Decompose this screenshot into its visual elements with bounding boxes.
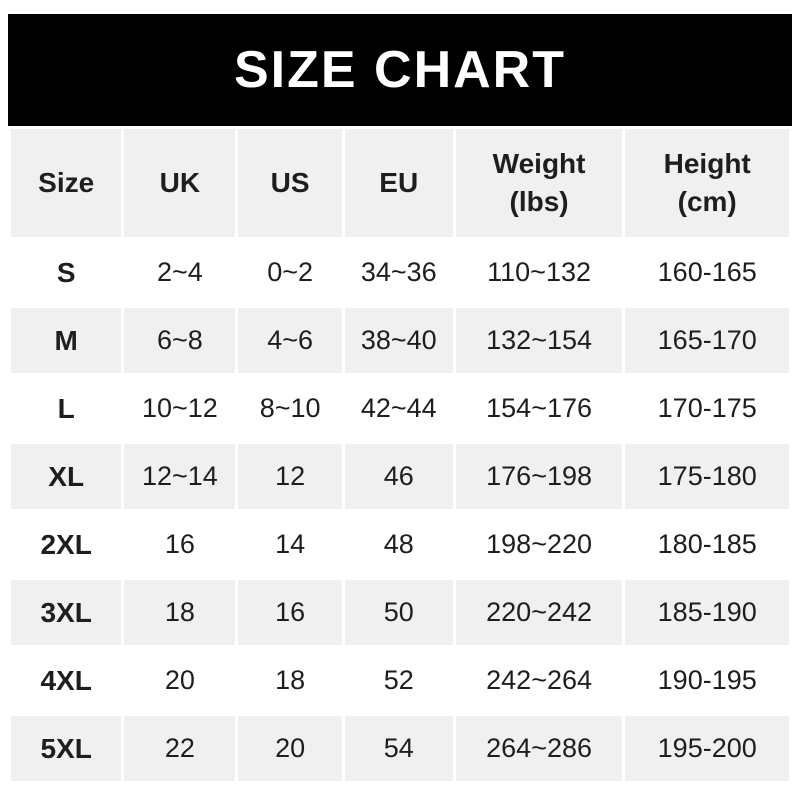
table-row-2xl: 2XL 16 14 48 198~220 180-185 (11, 512, 789, 577)
table-row-m: M 6~8 4~6 38~40 132~154 165-170 (11, 308, 789, 373)
table-cell: 195-200 (625, 716, 789, 781)
table-cell: 10~12 (141, 393, 218, 423)
table-cell: 165-170 (625, 308, 789, 373)
table-row-4xl: 4XL 20 18 52 242~264 190-195 (11, 648, 789, 713)
table-cell: 34~36 (360, 257, 437, 287)
table-row-s: S 2~4 0~2 34~36 110~132 160-165 (11, 240, 789, 305)
column-header-height: Height (cm) (625, 129, 789, 237)
table-cell: 38~40 (344, 308, 453, 373)
table-cell: S (56, 256, 76, 288)
table-cell: 242~264 (486, 665, 593, 695)
table-row-3xl: 3XL 18 16 50 220~242 185-190 (11, 580, 789, 645)
table-row-xl: XL 12~14 12 46 176~198 175-180 (11, 444, 789, 509)
column-header-eu: EU (344, 129, 453, 237)
table-cell: 20 (238, 716, 342, 781)
table-cell: 52 (383, 665, 414, 695)
table-cell: 22 (124, 716, 236, 781)
table-cell: 50 (344, 580, 453, 645)
table-cell: 220~242 (455, 580, 623, 645)
table-cell: 185-190 (625, 580, 789, 645)
table-cell: 6~8 (124, 308, 236, 373)
table-cell: 2~4 (157, 257, 203, 287)
column-header-size: Size (11, 129, 122, 237)
table-cell: 12 (238, 444, 342, 509)
table-cell: 18 (275, 665, 306, 695)
table-cell: 0~2 (267, 257, 314, 287)
table-cell: 176~198 (455, 444, 623, 509)
table-cell: 18 (124, 580, 236, 645)
table-cell: 14 (275, 529, 306, 559)
table-row-l: L 10~12 8~10 42~44 154~176 170-175 (11, 376, 789, 441)
table-cell: 4~6 (238, 308, 342, 373)
header-row: Size UK US EU Weight (lbs) Height (cm) (11, 129, 789, 237)
table-cell: 198~220 (486, 529, 593, 559)
table-row-5xl: 5XL 22 20 54 264~286 195-200 (11, 716, 789, 781)
column-header-us: US (238, 129, 342, 237)
table-cell: 54 (344, 716, 453, 781)
table-cell: 8~10 (259, 393, 321, 423)
column-header-uk: UK (124, 129, 236, 237)
table-cell: M (11, 308, 122, 373)
table-cell: 132~154 (455, 308, 623, 373)
table-cell: 12~14 (124, 444, 236, 509)
size-chart-table: Size UK US EU Weight (lbs) Height (cm) S… (8, 126, 792, 784)
table-cell: 20 (164, 665, 195, 695)
table-cell: L (57, 392, 75, 424)
table-cell: 5XL (11, 716, 122, 781)
table-cell: XL (11, 444, 122, 509)
table-cell: 190-195 (657, 665, 757, 695)
table-cell: 48 (383, 529, 414, 559)
table-cell: 180-185 (657, 529, 757, 559)
size-chart-banner: SIZE CHART (8, 14, 792, 126)
table-cell: 2XL (40, 528, 92, 560)
table-cell: 4XL (40, 664, 92, 696)
table-cell: 42~44 (360, 393, 437, 423)
table-cell: 3XL (11, 580, 122, 645)
table-cell: 154~176 (486, 393, 593, 423)
table-cell: 170-175 (657, 393, 757, 423)
table-cell: 160-165 (657, 257, 757, 287)
table-cell: 175-180 (625, 444, 789, 509)
table-cell: 110~132 (487, 257, 592, 287)
column-header-weight: Weight (lbs) (455, 129, 623, 237)
table-cell: 264~286 (455, 716, 623, 781)
table-cell: 16 (164, 529, 195, 559)
chart-title: SIZE CHART (234, 41, 566, 99)
table-cell: 46 (344, 444, 453, 509)
table-cell: 16 (238, 580, 342, 645)
